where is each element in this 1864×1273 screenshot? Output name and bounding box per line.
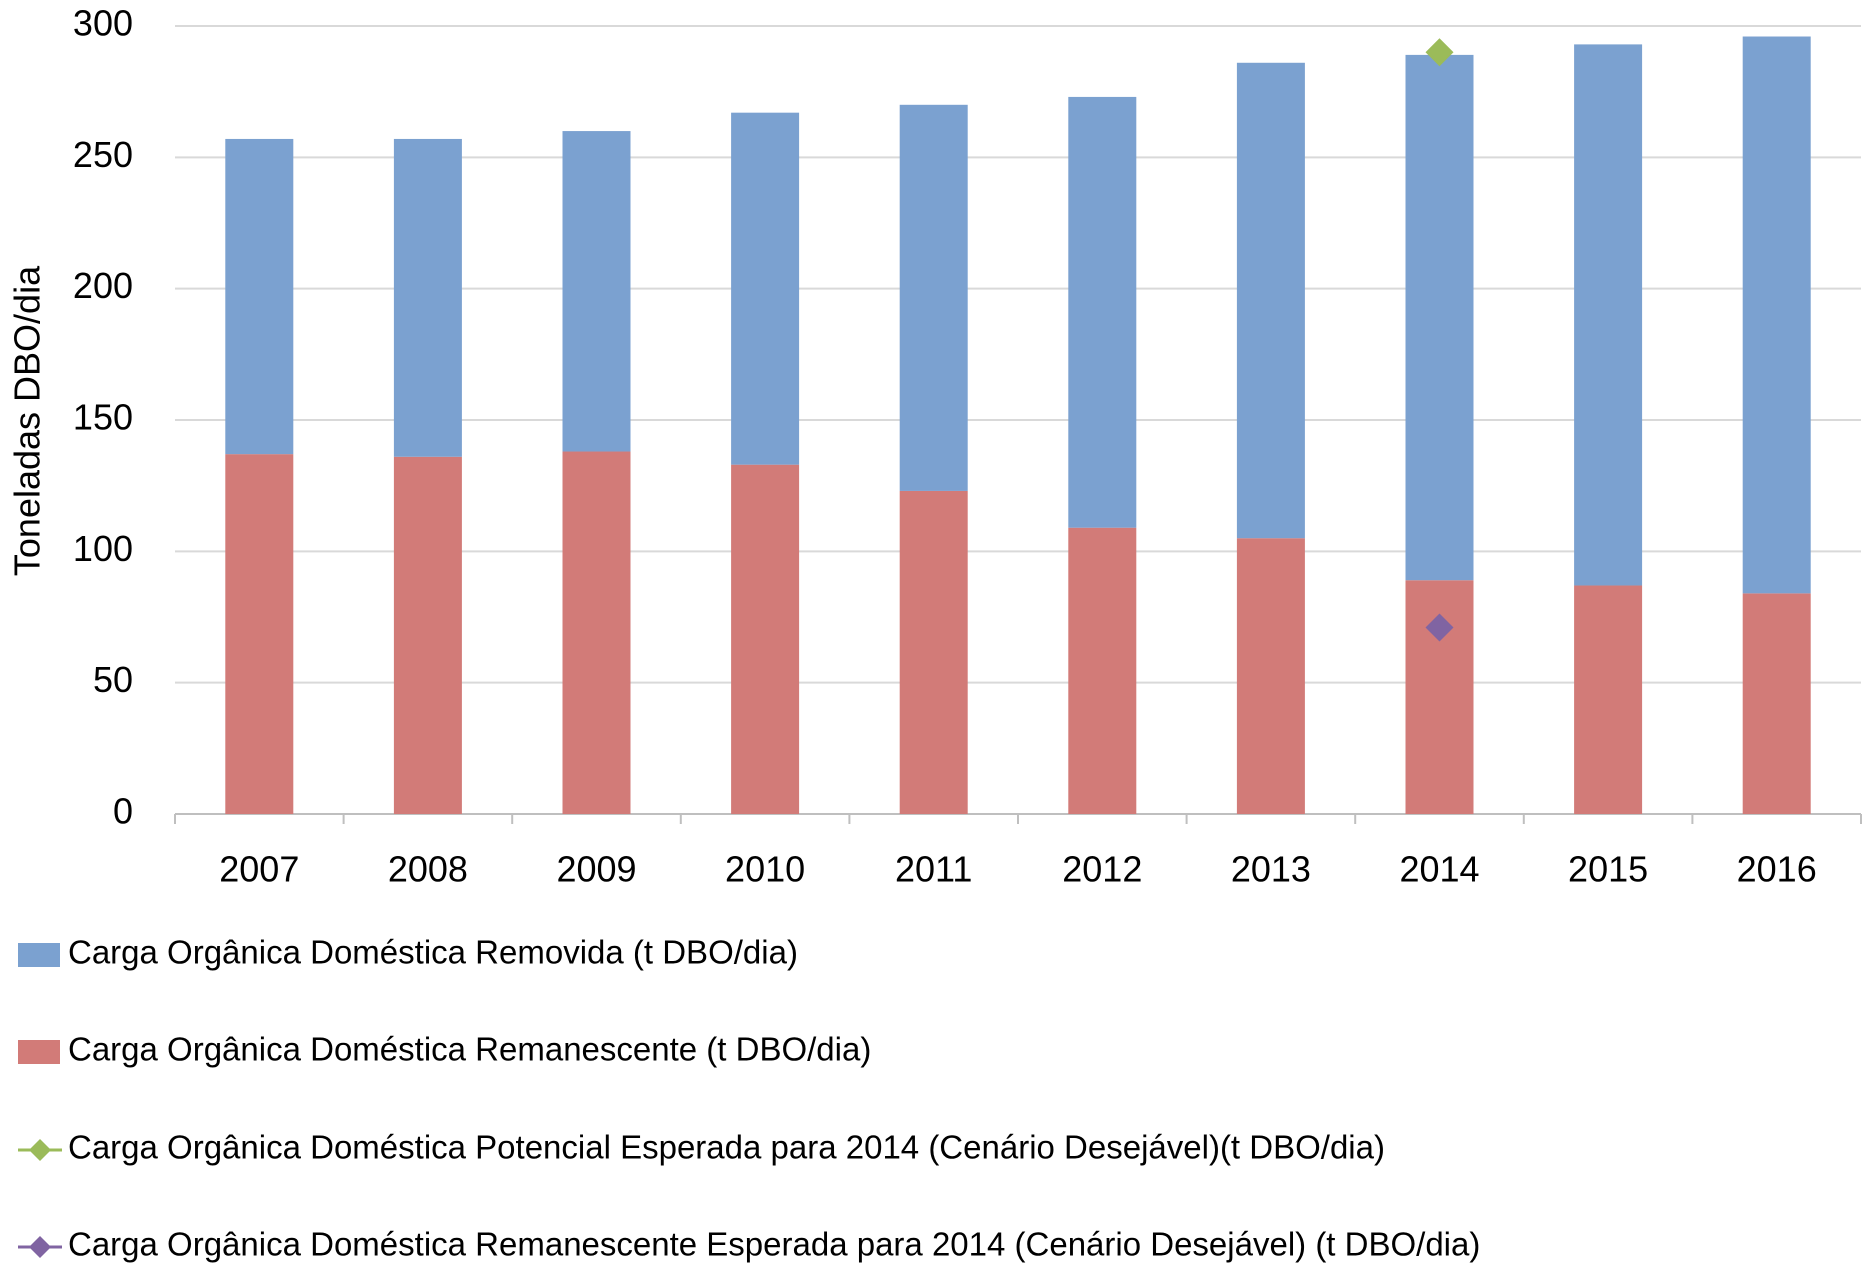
- y-tick-label: 0: [113, 791, 133, 832]
- legend-swatch: [18, 943, 60, 967]
- bar: [1068, 527, 1137, 814]
- y-tick-label: 250: [73, 134, 133, 175]
- x-tick-label: 2008: [388, 849, 468, 890]
- legend-label: Carga Orgânica Doméstica Remanescente (t…: [68, 1031, 871, 1068]
- x-tick-label: 2016: [1737, 849, 1817, 890]
- bar: [899, 490, 968, 814]
- bar: [562, 131, 631, 452]
- bar: [1405, 54, 1474, 581]
- y-tick-label: 300: [73, 3, 133, 44]
- y-axis-label: Toneladas DBO/dia: [7, 265, 48, 576]
- bar: [225, 138, 294, 455]
- bar: [899, 104, 968, 491]
- x-tick-label: 2011: [895, 849, 972, 890]
- x-tick-label: 2012: [1062, 849, 1142, 890]
- x-tick-label: 2009: [556, 849, 636, 890]
- legend-marker: [29, 1139, 51, 1161]
- legend-marker: [29, 1236, 51, 1258]
- x-tick-label: 2013: [1231, 849, 1311, 890]
- legend-label: Carga Orgânica Doméstica Potencial Esper…: [68, 1129, 1385, 1166]
- x-tick-label: 2014: [1399, 849, 1479, 890]
- bar: [1236, 538, 1305, 814]
- bar: [1236, 62, 1305, 539]
- x-tick-label: 2010: [725, 849, 805, 890]
- bar: [1742, 593, 1811, 814]
- bar: [1574, 585, 1643, 814]
- bar: [1068, 96, 1137, 528]
- bar: [1574, 44, 1643, 586]
- bar: [562, 451, 631, 814]
- bar: [731, 464, 800, 814]
- y-tick-label: 50: [93, 659, 133, 700]
- y-tick-label: 150: [73, 397, 133, 438]
- legend-label: Carga Orgânica Doméstica Removida (t DBO…: [68, 934, 798, 971]
- y-tick-label: 100: [73, 528, 133, 569]
- diamond-marker: [1425, 38, 1454, 67]
- x-tick-label: 2007: [219, 849, 299, 890]
- bar: [225, 454, 294, 814]
- bar: [1742, 36, 1811, 594]
- bar: [731, 112, 800, 465]
- legend-swatch: [18, 1040, 60, 1064]
- x-tick-label: 2015: [1568, 849, 1648, 890]
- legend-label: Carga Orgânica Doméstica Remanescente Es…: [68, 1226, 1480, 1263]
- bar: [393, 456, 462, 814]
- bar: [393, 138, 462, 457]
- diamond-marker: [1425, 613, 1454, 642]
- y-tick-label: 200: [73, 265, 133, 306]
